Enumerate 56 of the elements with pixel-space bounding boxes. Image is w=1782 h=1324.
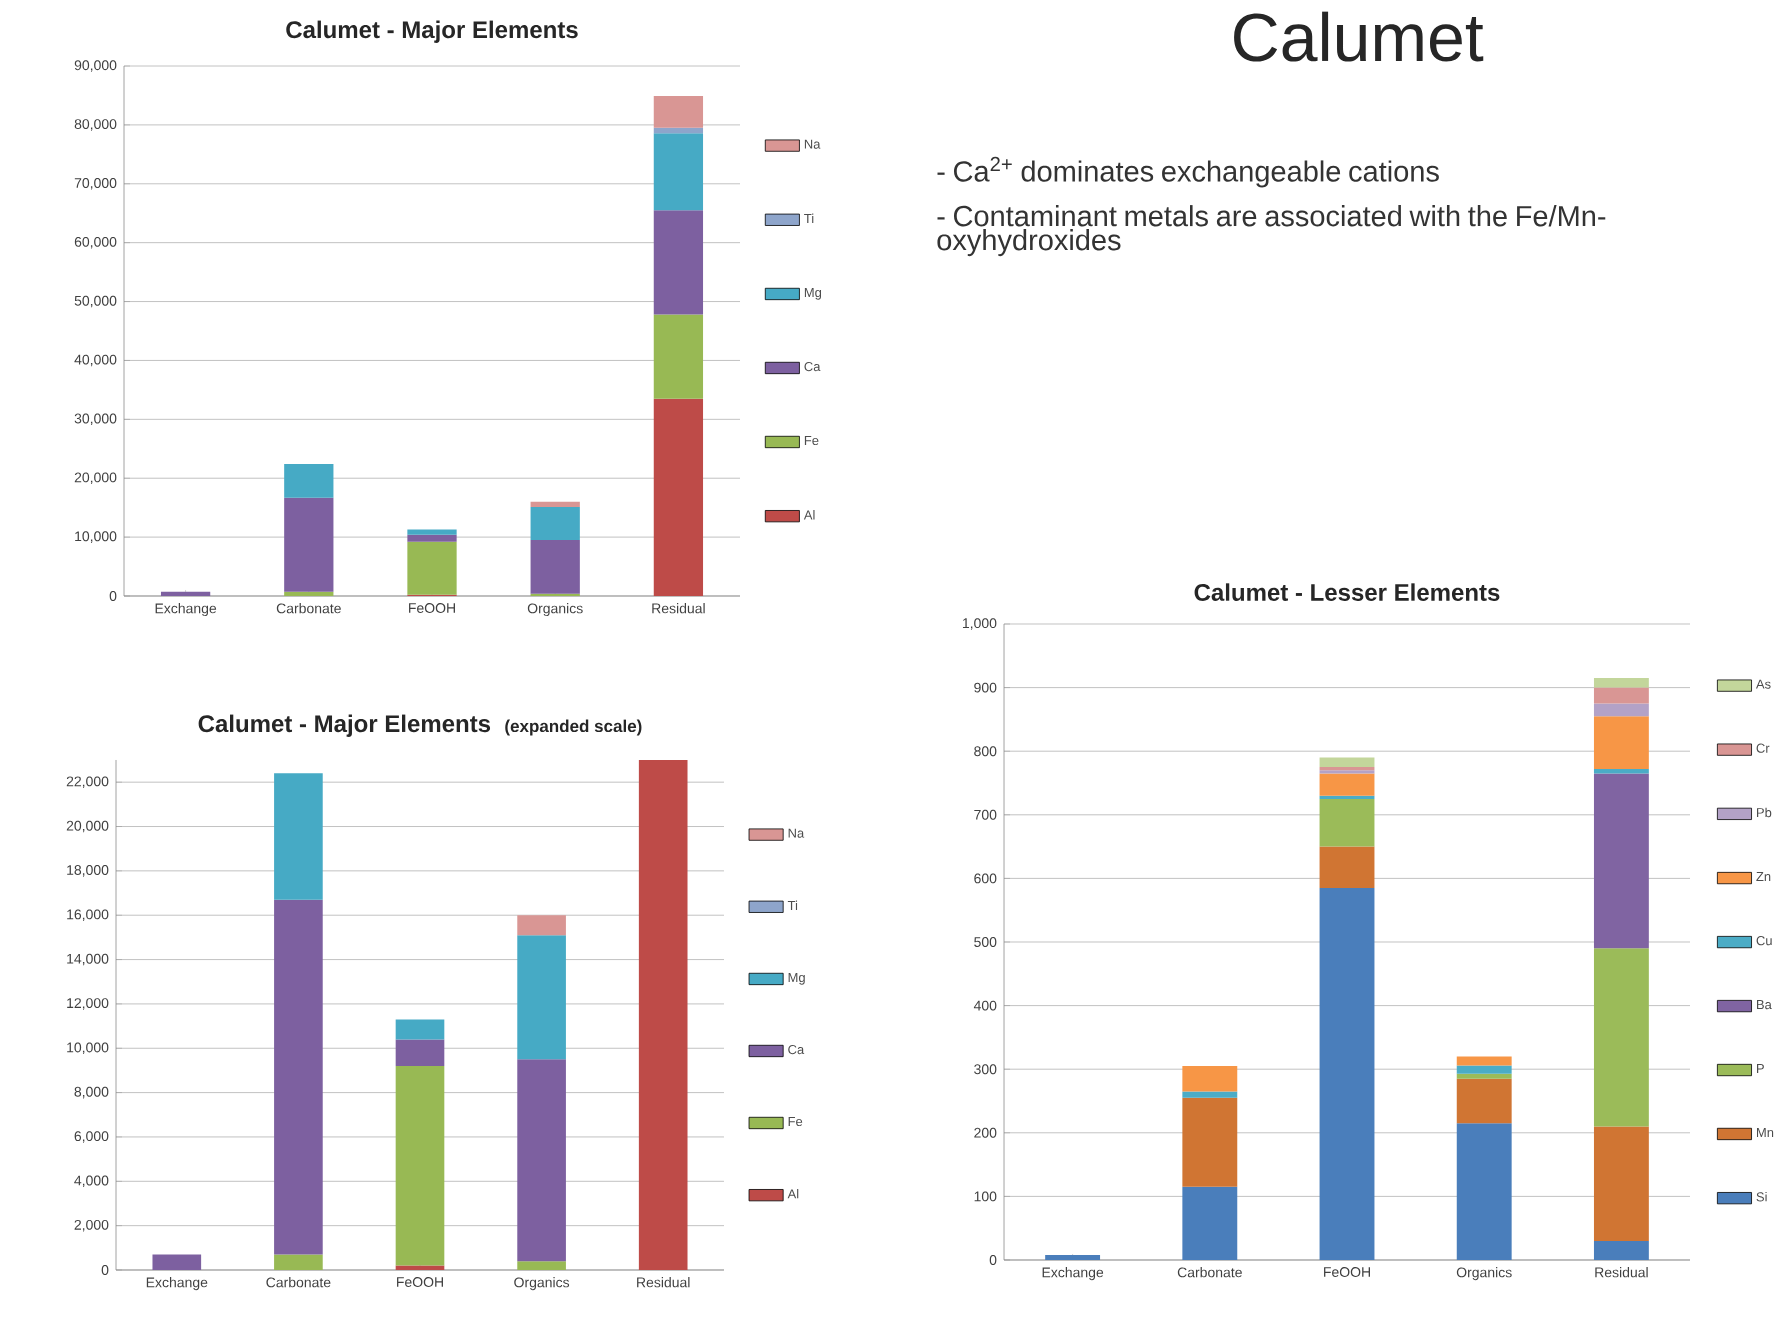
bar [1456, 1056, 1512, 1066]
bar [1182, 1091, 1238, 1098]
bar [1593, 687, 1649, 704]
bar [530, 501, 580, 508]
bar [1182, 1186, 1238, 1260]
chart-title: Calumet - Lesser Elements [1194, 583, 1500, 601]
text: - Contaminant metals are associated with the Fe/Mn-oxyhydroxides [937, 205, 1606, 257]
bar [1319, 773, 1375, 796]
bar [395, 1039, 445, 1066]
bar [517, 915, 566, 936]
bar [407, 529, 457, 535]
chart-title: Calumet - Major Elements [198, 714, 491, 737]
bar [1456, 1123, 1512, 1260]
bar [1593, 1126, 1649, 1241]
bar [517, 1059, 566, 1262]
bar [517, 935, 566, 1060]
bar [1182, 1097, 1238, 1187]
bar [395, 1019, 445, 1040]
bar [152, 1254, 202, 1270]
bar [1456, 1078, 1512, 1124]
bar [407, 541, 457, 595]
bar [1319, 798, 1375, 847]
bar [1593, 773, 1649, 949]
bar [395, 1066, 445, 1266]
bar [1593, 678, 1649, 688]
bar [1456, 1073, 1512, 1079]
bar [517, 1261, 566, 1270]
bar [530, 540, 580, 594]
bar [653, 398, 704, 596]
chart-subtitle: (expanded scale) [505, 719, 642, 736]
text: - Ca$^{2+}$ dominates exchangeable cations [937, 156, 1439, 188]
bar [1319, 887, 1375, 1260]
bar [653, 133, 704, 211]
text: Calumet [1234, 11, 1484, 62]
bar [638, 760, 688, 1270]
bar [1593, 948, 1649, 1127]
bar [653, 210, 704, 315]
bar [274, 773, 323, 900]
bar [653, 127, 704, 134]
bar [274, 899, 323, 1255]
bar [1593, 716, 1649, 769]
bar [1593, 703, 1649, 717]
bar [1456, 1065, 1512, 1074]
bar [530, 507, 580, 541]
bar [1182, 1066, 1238, 1092]
bar [284, 464, 334, 498]
bar [1319, 757, 1375, 768]
bar [1593, 1240, 1649, 1260]
bar [274, 1254, 323, 1270]
bar [1319, 846, 1375, 888]
bar [1045, 1254, 1101, 1260]
chart-title: Calumet - Major Elements [286, 20, 578, 43]
bar [284, 497, 334, 592]
bar [653, 314, 704, 399]
bar [653, 96, 704, 128]
bar [407, 534, 457, 542]
